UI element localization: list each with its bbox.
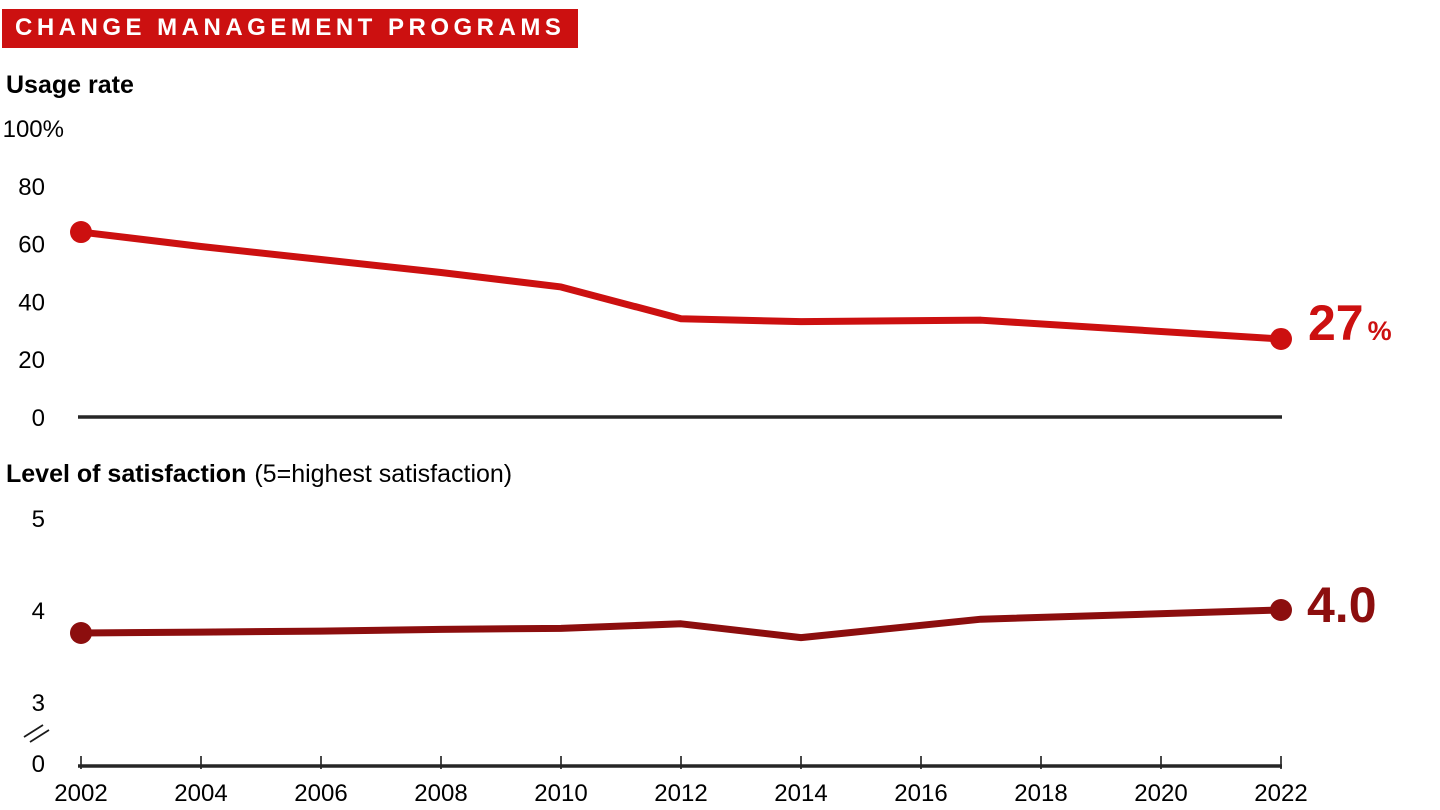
usage-ytick-label: 40 <box>18 289 45 316</box>
axis-break-icon <box>29 729 50 743</box>
x-tick-label: 2016 <box>894 780 947 807</box>
x-tick-label: 2022 <box>1254 780 1307 807</box>
satisfaction-ytick-label: 4 <box>32 598 45 625</box>
page-title-banner: CHANGE MANAGEMENT PROGRAMS <box>2 9 579 48</box>
x-tick-label: 2018 <box>1014 780 1067 807</box>
axis-break-icon <box>23 724 44 738</box>
usage-end-dot <box>1270 327 1292 350</box>
x-tick-label: 2006 <box>294 780 347 807</box>
usage-ytick-label: 60 <box>18 232 45 259</box>
satisfaction-ytick-label: 3 <box>32 690 45 717</box>
usage-ytick-label: 80 <box>18 174 45 201</box>
x-tick-label: 2012 <box>654 780 707 807</box>
satisfaction-end-label: 4.0 <box>1307 577 1377 633</box>
page-title: CHANGE MANAGEMENT PROGRAMS <box>15 14 566 41</box>
usage-ytick-label: 20 <box>18 347 45 374</box>
satisfaction-chart: 5 4 3 0 2002 2004 2006 2008 2010 2012 2014 2016 2018… <box>23 506 1377 807</box>
satisfaction-ytick-label: 5 <box>32 506 45 533</box>
usage-ytick-label: 100% <box>3 116 64 143</box>
satisfaction-end-dot <box>1270 599 1292 621</box>
usage-chart: 100% 80 60 40 20 0 27% <box>3 116 1392 432</box>
satisfaction-ytick-label: 0 <box>32 751 45 778</box>
satisfaction-chart-title: Level of satisfaction (5=highest satisfac… <box>6 460 512 489</box>
usage-start-dot <box>70 221 92 244</box>
usage-chart-title: Usage rate <box>6 71 134 99</box>
x-tick-label: 2014 <box>774 780 827 807</box>
usage-line <box>80 228 1282 343</box>
satisfaction-title-note: (5=highest satisfaction) <box>254 460 513 488</box>
x-tick-label: 2020 <box>1134 780 1187 807</box>
x-tick-label: 2010 <box>534 780 587 807</box>
satisfaction-start-dot <box>70 622 92 644</box>
x-tick-label: 2002 <box>54 780 107 807</box>
x-tick-label: 2008 <box>414 780 467 807</box>
x-tick-label: 2004 <box>174 780 227 807</box>
usage-end-label: 27% <box>1308 295 1392 351</box>
satisfaction-title-text: Level of satisfaction <box>6 460 247 488</box>
usage-end-label-unit: % <box>1368 316 1392 346</box>
usage-ytick-label: 0 <box>32 405 45 432</box>
satisfaction-line <box>80 606 1282 642</box>
